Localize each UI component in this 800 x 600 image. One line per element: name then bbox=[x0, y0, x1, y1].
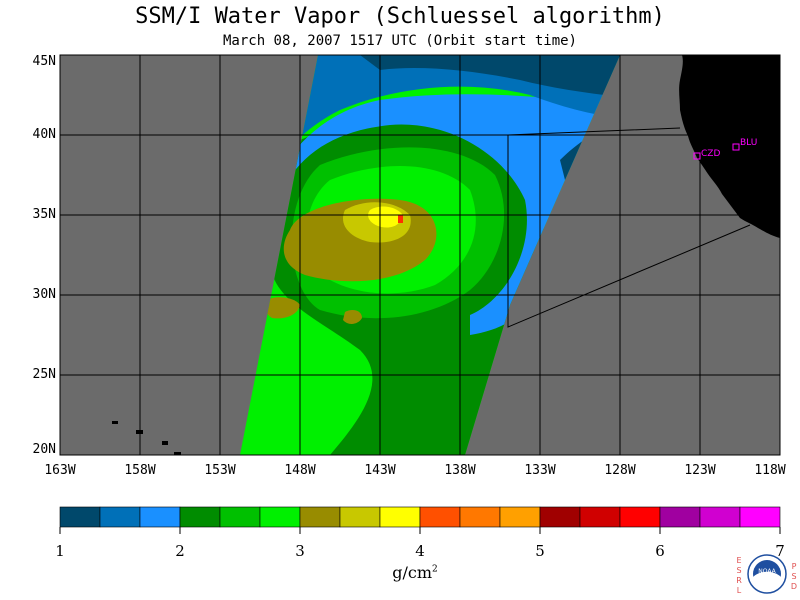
colorbar-swatch bbox=[339, 506, 381, 528]
colorbar-swatch bbox=[459, 506, 501, 528]
lat-tick-35n: 35N bbox=[32, 207, 56, 222]
colorbar-swatch bbox=[419, 506, 461, 528]
station-label-blu: BLU bbox=[740, 138, 757, 148]
map-frame bbox=[59, 54, 781, 456]
colorbar-swatch bbox=[299, 506, 341, 528]
colorbar-swatch bbox=[739, 506, 781, 528]
dry-band-lightblue bbox=[280, 80, 620, 335]
colorbar-tick-2: 2 bbox=[175, 542, 185, 560]
colorbar-tick-5: 5 bbox=[535, 542, 545, 560]
colorbar-unit-exponent: 2 bbox=[432, 564, 438, 575]
colorbar bbox=[59, 506, 781, 528]
lat-tick-30n: 30N bbox=[32, 287, 56, 302]
moisture-core-yellow bbox=[368, 206, 402, 228]
lon-tick-143w: 143W bbox=[364, 463, 396, 478]
map-grid bbox=[60, 55, 780, 455]
colorbar-swatch bbox=[499, 506, 541, 528]
moisture-patch-olive-small bbox=[343, 310, 362, 324]
colorbar-swatch bbox=[699, 506, 741, 528]
north-america-land bbox=[679, 55, 780, 238]
lon-tick-133w: 133W bbox=[524, 463, 556, 478]
region-outline bbox=[507, 127, 751, 328]
chart-subtitle: March 08, 2007 1517 UTC (Orbit start tim… bbox=[222, 33, 577, 49]
lon-tick-128w: 128W bbox=[604, 463, 636, 478]
colorbar-swatch bbox=[579, 506, 621, 528]
lon-tick-163w: 163W bbox=[44, 463, 76, 478]
chart-title: SSM/I Water Vapor (Schluessel algorithm) bbox=[135, 4, 665, 29]
noaa-logo: NOAA bbox=[747, 554, 787, 594]
colorbar-swatch bbox=[379, 506, 421, 528]
colorbar-tick-6: 6 bbox=[655, 542, 665, 560]
station-marker-czd bbox=[693, 152, 701, 160]
colorbar-swatch bbox=[659, 506, 701, 528]
colorbar-tick-1: 1 bbox=[55, 542, 65, 560]
colorbar-unit-base: g/cm bbox=[392, 563, 433, 582]
lon-tick-158w: 158W bbox=[124, 463, 156, 478]
lon-tick-118w: 118W bbox=[754, 463, 786, 478]
dry-band-darkblue bbox=[360, 55, 620, 100]
colorbar-swatch bbox=[219, 506, 261, 528]
lat-tick-40n: 40N bbox=[32, 127, 56, 142]
colorbar-unit: g/cm2 bbox=[385, 563, 445, 582]
colorbar-tick-7: 7 bbox=[775, 542, 785, 560]
colorbar-swatch bbox=[539, 506, 581, 528]
colorbar-swatch bbox=[179, 506, 221, 528]
colorbar-swatch bbox=[99, 506, 141, 528]
colorbar-swatch bbox=[619, 506, 661, 528]
colorbar-tick-3: 3 bbox=[295, 542, 305, 560]
moisture-peak-red bbox=[398, 215, 403, 223]
station-markers: CZD BLU bbox=[693, 138, 757, 160]
lon-tick-148w: 148W bbox=[284, 463, 316, 478]
lat-tick-20n: 20N bbox=[32, 442, 56, 457]
colorbar-swatch bbox=[139, 506, 181, 528]
lat-tick-45n: 45N bbox=[32, 54, 56, 69]
lat-tick-25n: 25N bbox=[32, 367, 56, 382]
lon-tick-138w: 138W bbox=[444, 463, 476, 478]
station-marker-blu bbox=[732, 143, 740, 151]
colorbar-swatch bbox=[259, 506, 301, 528]
lon-tick-153w: 153W bbox=[204, 463, 236, 478]
colorbar-ticks bbox=[59, 527, 781, 534]
lon-tick-123w: 123W bbox=[684, 463, 716, 478]
moisture-patch-olive-west bbox=[264, 297, 300, 319]
colorbar-tick-4: 4 bbox=[415, 542, 425, 560]
colorbar-swatch bbox=[59, 506, 101, 528]
noaa-logo-text: NOAA bbox=[758, 568, 776, 575]
station-label-czd: CZD bbox=[701, 149, 720, 159]
